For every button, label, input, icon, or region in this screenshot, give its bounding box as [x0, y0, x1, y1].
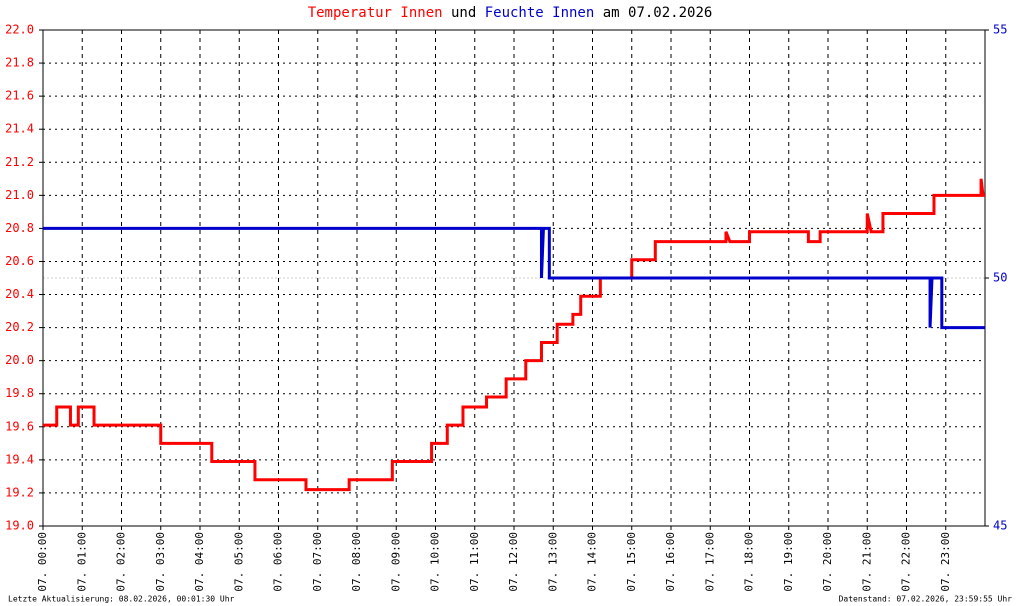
x-tick-label: 07. 07:00 — [311, 532, 324, 592]
x-tick-label: 07. 05:00 — [232, 532, 245, 592]
y-tick-label: 21.6 — [5, 89, 34, 103]
y-tick-label: 21.4 — [5, 122, 34, 136]
x-tick-label: 07. 17:00 — [703, 532, 716, 592]
y-tick-label: 20.8 — [5, 221, 34, 235]
x-tick-label: 07. 10:00 — [429, 532, 442, 592]
x-tick-label: 07. 14:00 — [586, 532, 599, 592]
x-tick-label: 07. 06:00 — [272, 532, 285, 592]
title-date: am 07.02.2026 — [603, 5, 713, 21]
y2-tick-label: 45 — [993, 519, 1007, 533]
y-tick-label: 19.4 — [5, 452, 34, 466]
y-tick-label: 19.2 — [5, 485, 34, 499]
x-tick-label: 07. 13:00 — [546, 532, 559, 592]
x-tick-label: 07. 16:00 — [664, 532, 677, 592]
x-tick-label: 07. 01:00 — [75, 532, 88, 592]
y2-tick-label: 55 — [993, 23, 1007, 37]
y-tick-label: 22.0 — [5, 23, 34, 37]
x-tick-label: 07. 00:00 — [36, 532, 49, 592]
x-tick-label: 07. 11:00 — [468, 532, 481, 592]
plot-frame — [42, 29, 986, 527]
x-tick-label: 07. 19:00 — [782, 532, 795, 592]
x-tick-label: 07. 21:00 — [860, 532, 873, 592]
x-tick-label: 07. 20:00 — [821, 532, 834, 592]
x-tick-label: 07. 18:00 — [743, 532, 756, 592]
series-line — [43, 226, 985, 330]
series-line — [43, 178, 985, 492]
x-tick-label: 07. 09:00 — [389, 532, 402, 592]
x-tick-label: 07. 08:00 — [350, 532, 363, 592]
x-tick-label: 07. 12:00 — [507, 532, 520, 592]
y-tick-label: 20.6 — [5, 254, 34, 268]
footer-right: Datenstand: 07.02.2026, 23:59:55 Uhr — [839, 595, 1013, 604]
y2-tick-label: 50 — [993, 271, 1007, 285]
footer-left: Letzte Aktualisierung: 08.02.2026, 00:01… — [8, 595, 235, 604]
x-tick-label: 07. 22:00 — [900, 532, 913, 592]
x-tick-label: 07. 02:00 — [115, 532, 128, 592]
x-tick-label: 07. 04:00 — [193, 532, 206, 592]
x-tick-label: 07. 15:00 — [625, 532, 638, 592]
y-tick-label: 21.0 — [5, 188, 34, 202]
x-tick-label: 07. 03:00 — [154, 532, 167, 592]
y-tick-label: 20.4 — [5, 287, 34, 301]
x-tick-label: 07. 23:00 — [939, 532, 952, 592]
y-tick-label: 19.6 — [5, 419, 34, 433]
title-joiner: und — [451, 5, 476, 21]
chart-title: Temperatur Innen und Feuchte Innen am 07… — [308, 5, 713, 21]
y-tick-label: 21.2 — [5, 155, 34, 169]
y-tick-label: 19.8 — [5, 386, 34, 400]
title-series-1: Temperatur Innen — [308, 5, 443, 21]
y-tick-label: 21.8 — [5, 56, 34, 70]
y-tick-label: 19.0 — [5, 519, 34, 533]
y-tick-label: 20.0 — [5, 353, 34, 367]
title-series-2: Feuchte Innen — [485, 5, 595, 21]
y-tick-label: 20.2 — [5, 320, 34, 334]
